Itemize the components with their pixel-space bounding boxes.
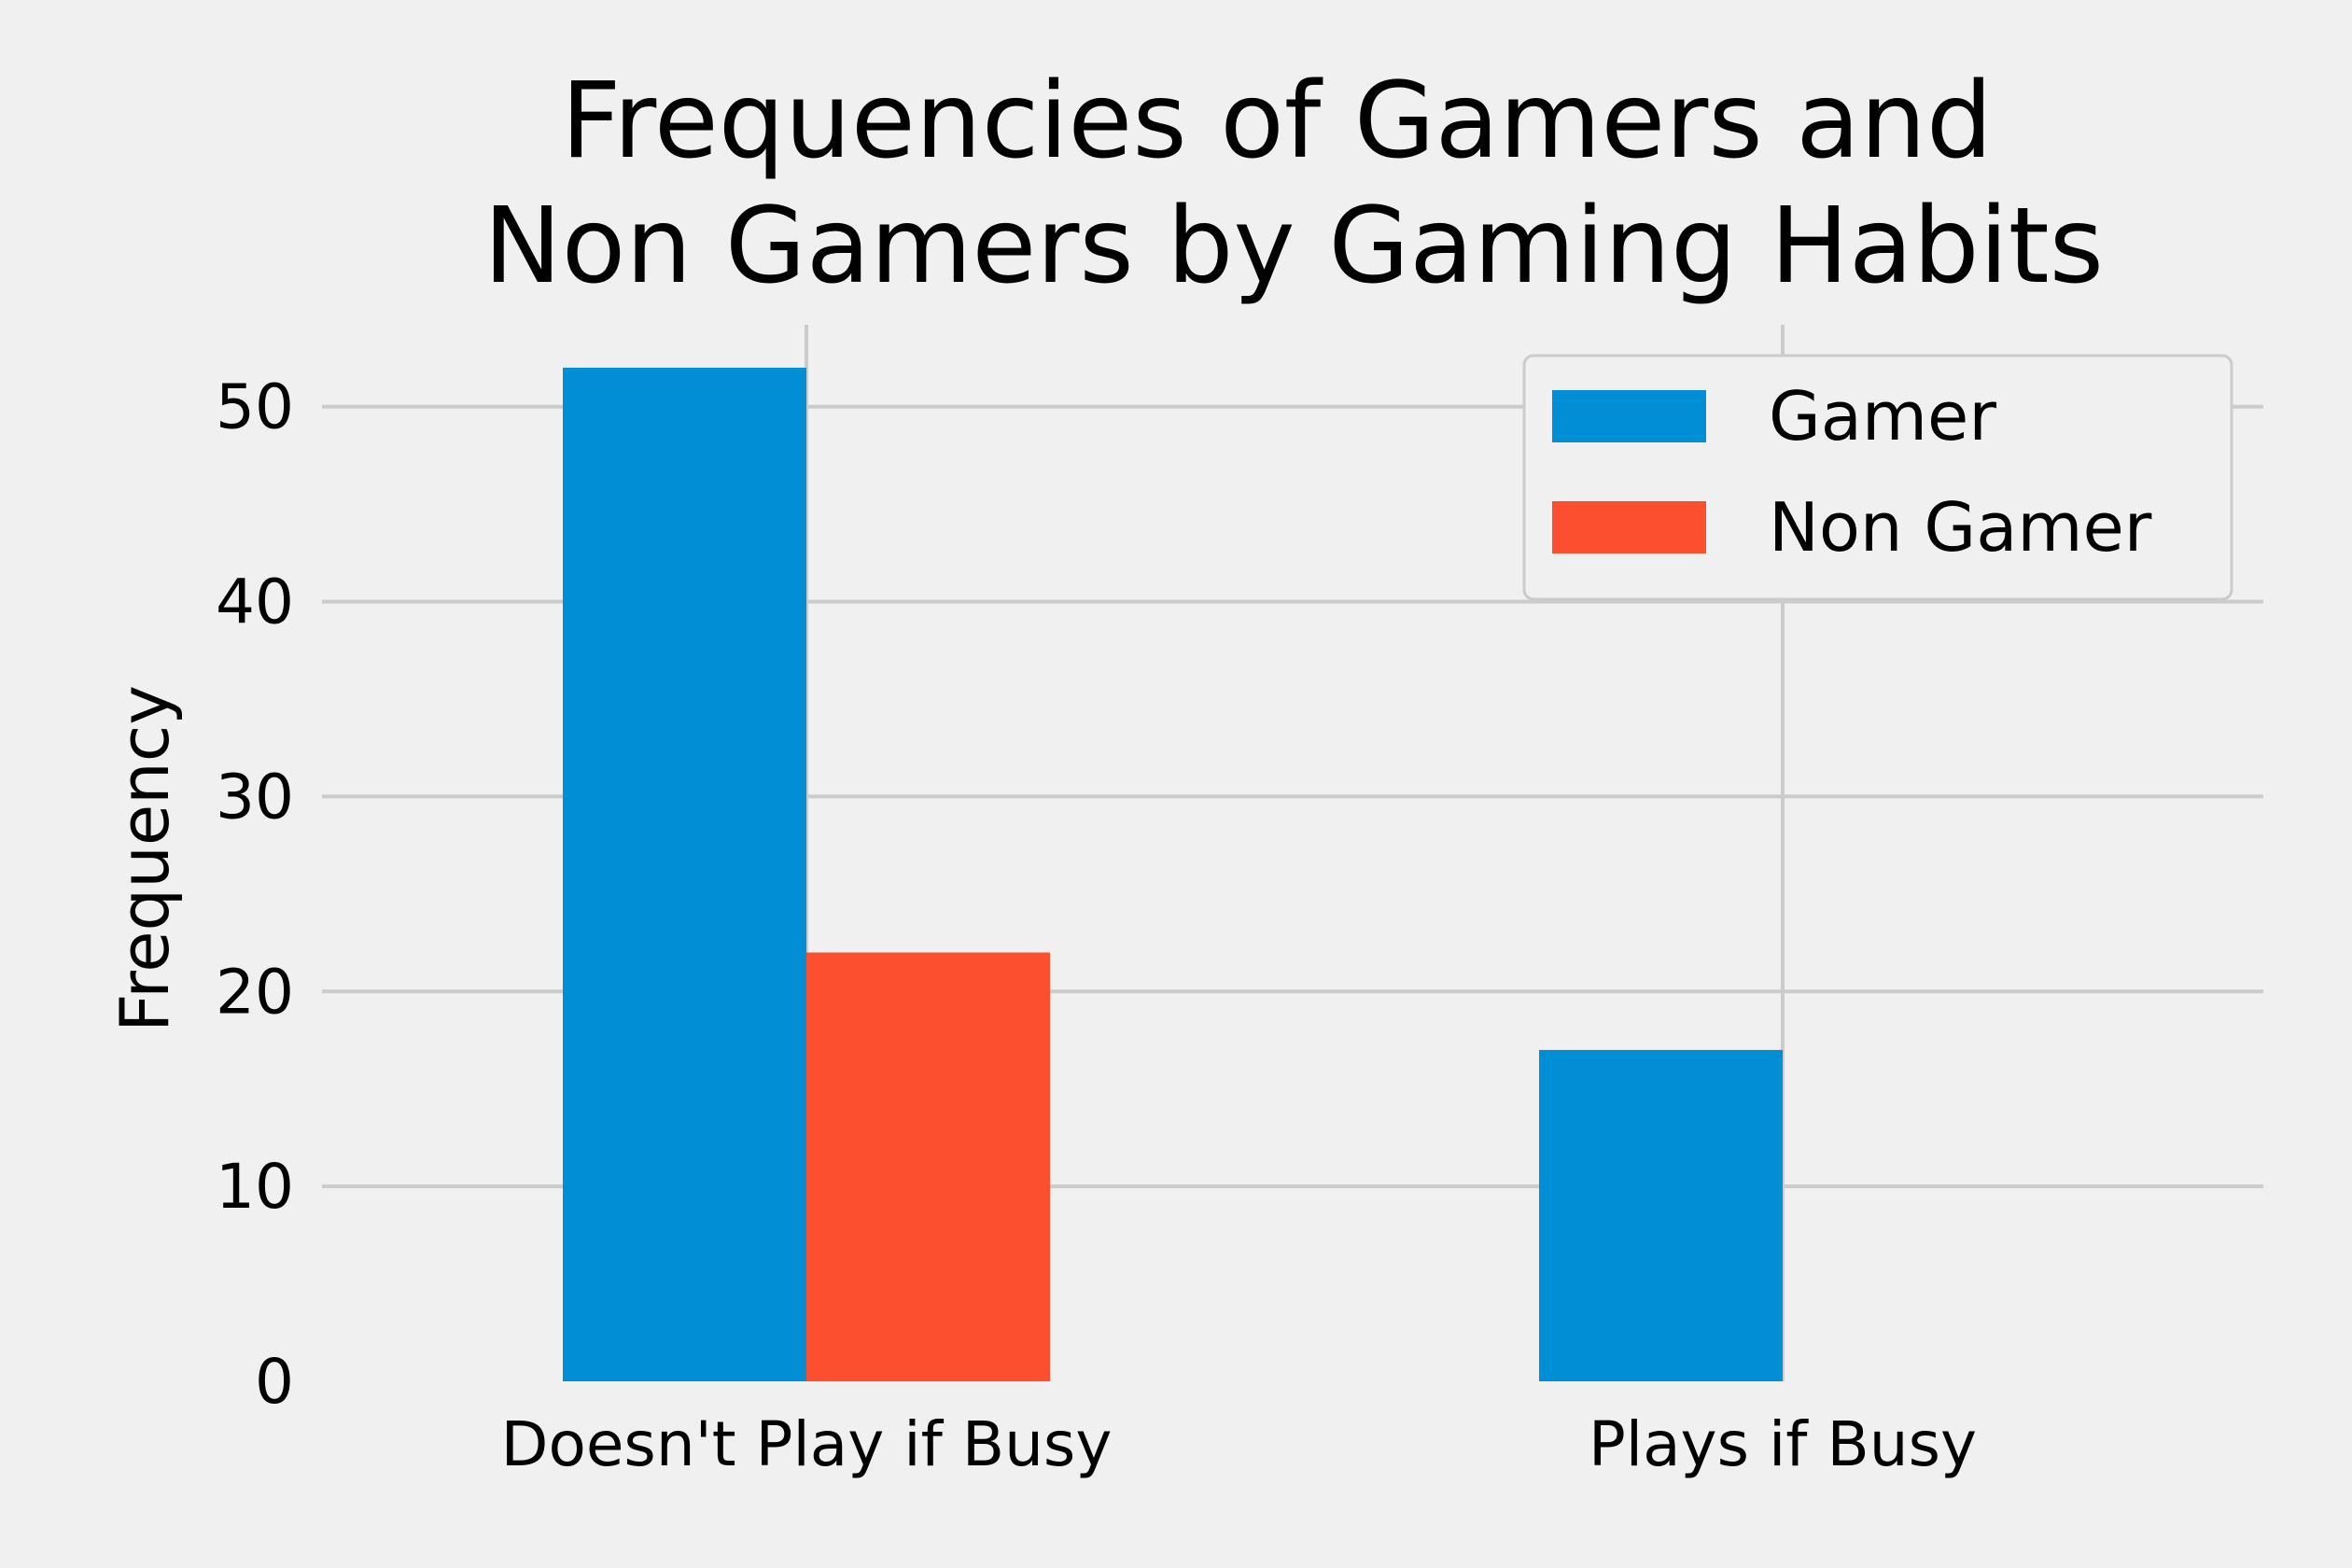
- chart-title-line-1: Frequencies of Gamers and: [561, 61, 1993, 182]
- x-tick-label: Doesn't Play if Busy: [501, 1408, 1113, 1480]
- y-tick-label: 10: [216, 1151, 294, 1223]
- y-tick-label: 40: [216, 567, 294, 638]
- y-tick-label: 50: [216, 371, 294, 443]
- legend-label-non-gamer: Non Gamer: [1769, 488, 2152, 567]
- bar-gamer-1: [1539, 1049, 1783, 1381]
- bar-gamer-0: [563, 367, 806, 1381]
- legend: Gamer Non Gamer: [1522, 354, 2233, 601]
- y-tick-label: 0: [255, 1346, 294, 1418]
- legend-swatch-gamer: [1552, 390, 1706, 442]
- bar-non-gamer-0: [806, 952, 1050, 1381]
- chart-title-line-2: Non Gamers by Gaming Habits: [483, 186, 2104, 307]
- label-layer: 0 10 20 30 40 50 Doesn't Play if Busy Plays if …: [216, 371, 1977, 1480]
- legend-label-gamer: Gamer: [1769, 377, 1996, 455]
- y-axis-title: Frequency: [105, 685, 184, 1032]
- x-tick-label: Plays if Busy: [1589, 1408, 1977, 1480]
- legend-swatch-non-gamer: [1552, 501, 1706, 553]
- bar-layer: [563, 367, 1783, 1381]
- y-tick-label: 30: [216, 761, 294, 833]
- y-tick-label: 20: [216, 956, 294, 1028]
